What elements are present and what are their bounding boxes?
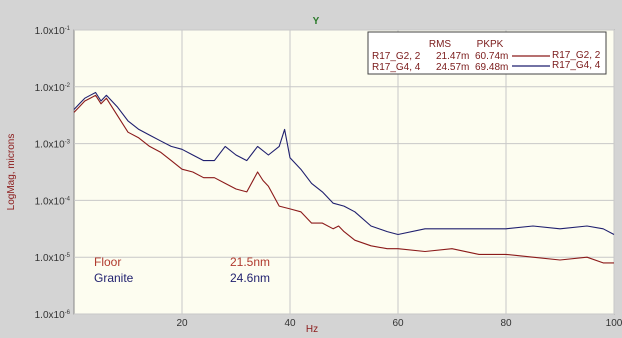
legend-pkpk-header: PKPK xyxy=(477,39,504,50)
legend-row2-pkpk: 69.48m xyxy=(475,62,508,73)
x-tick-label: 100 xyxy=(606,318,622,329)
annotation-floor-value: 21.5nm xyxy=(230,255,270,269)
series-line-2 xyxy=(73,91,615,236)
x-tick-label: 20 xyxy=(176,318,188,329)
legend-row2-name: R17_G4, 4 xyxy=(372,62,421,73)
y-tick-label: 1.0x10-2 xyxy=(35,83,71,94)
annotation-floor-label: Floor xyxy=(94,255,121,269)
legend-row1-pkpk: 60.74m xyxy=(475,51,508,62)
y-tick-label: 1.0x10-6 xyxy=(35,310,71,321)
annotation-block: Floor 21.5nm Granite 24.6nm xyxy=(94,255,270,285)
legend-background xyxy=(367,31,607,75)
legend-row1-label: R17_G2, 2 xyxy=(552,50,601,61)
x-tick-label: 80 xyxy=(500,318,512,329)
plot-area xyxy=(73,29,615,315)
annotation-granite-value: 24.6nm xyxy=(230,271,270,285)
legend-box: RMS PKPK R17_G2, 2 21.47m 60.74m R17_G2,… xyxy=(367,31,607,75)
x-tick-label: 40 xyxy=(284,318,296,329)
chart-title: Y xyxy=(313,16,320,27)
y-tick-label: 1.0x10-3 xyxy=(35,140,71,151)
legend-row2-label: R17_G4, 4 xyxy=(552,60,601,71)
legend-row1-name: R17_G2, 2 xyxy=(372,51,421,62)
y-tick-labels: 1.0x10-1 1.0x10-2 1.0x10-3 1.0x10-4 1.0x10-5… xyxy=(35,26,71,321)
x-tick-labels: 20 40 60 80 100 xyxy=(176,318,622,329)
y-tick-label: 1.0x10-1 xyxy=(35,26,71,37)
y-tick-label: 1.0x10-4 xyxy=(35,196,71,207)
y-axis-label: LogMag, microns xyxy=(6,134,17,211)
series-line-1 xyxy=(73,94,614,264)
x-tick-label: 60 xyxy=(392,318,404,329)
x-axis-label: Hz xyxy=(306,324,318,335)
legend-rms-header: RMS xyxy=(429,39,452,50)
y-tick-label: 1.0x10-5 xyxy=(35,253,71,264)
series-lines xyxy=(73,91,615,264)
grid-lines xyxy=(74,29,615,315)
legend-row2-rms: 24.57m xyxy=(436,62,469,73)
legend-row1-rms: 21.47m xyxy=(436,51,469,62)
annotation-granite-label: Granite xyxy=(94,271,134,285)
